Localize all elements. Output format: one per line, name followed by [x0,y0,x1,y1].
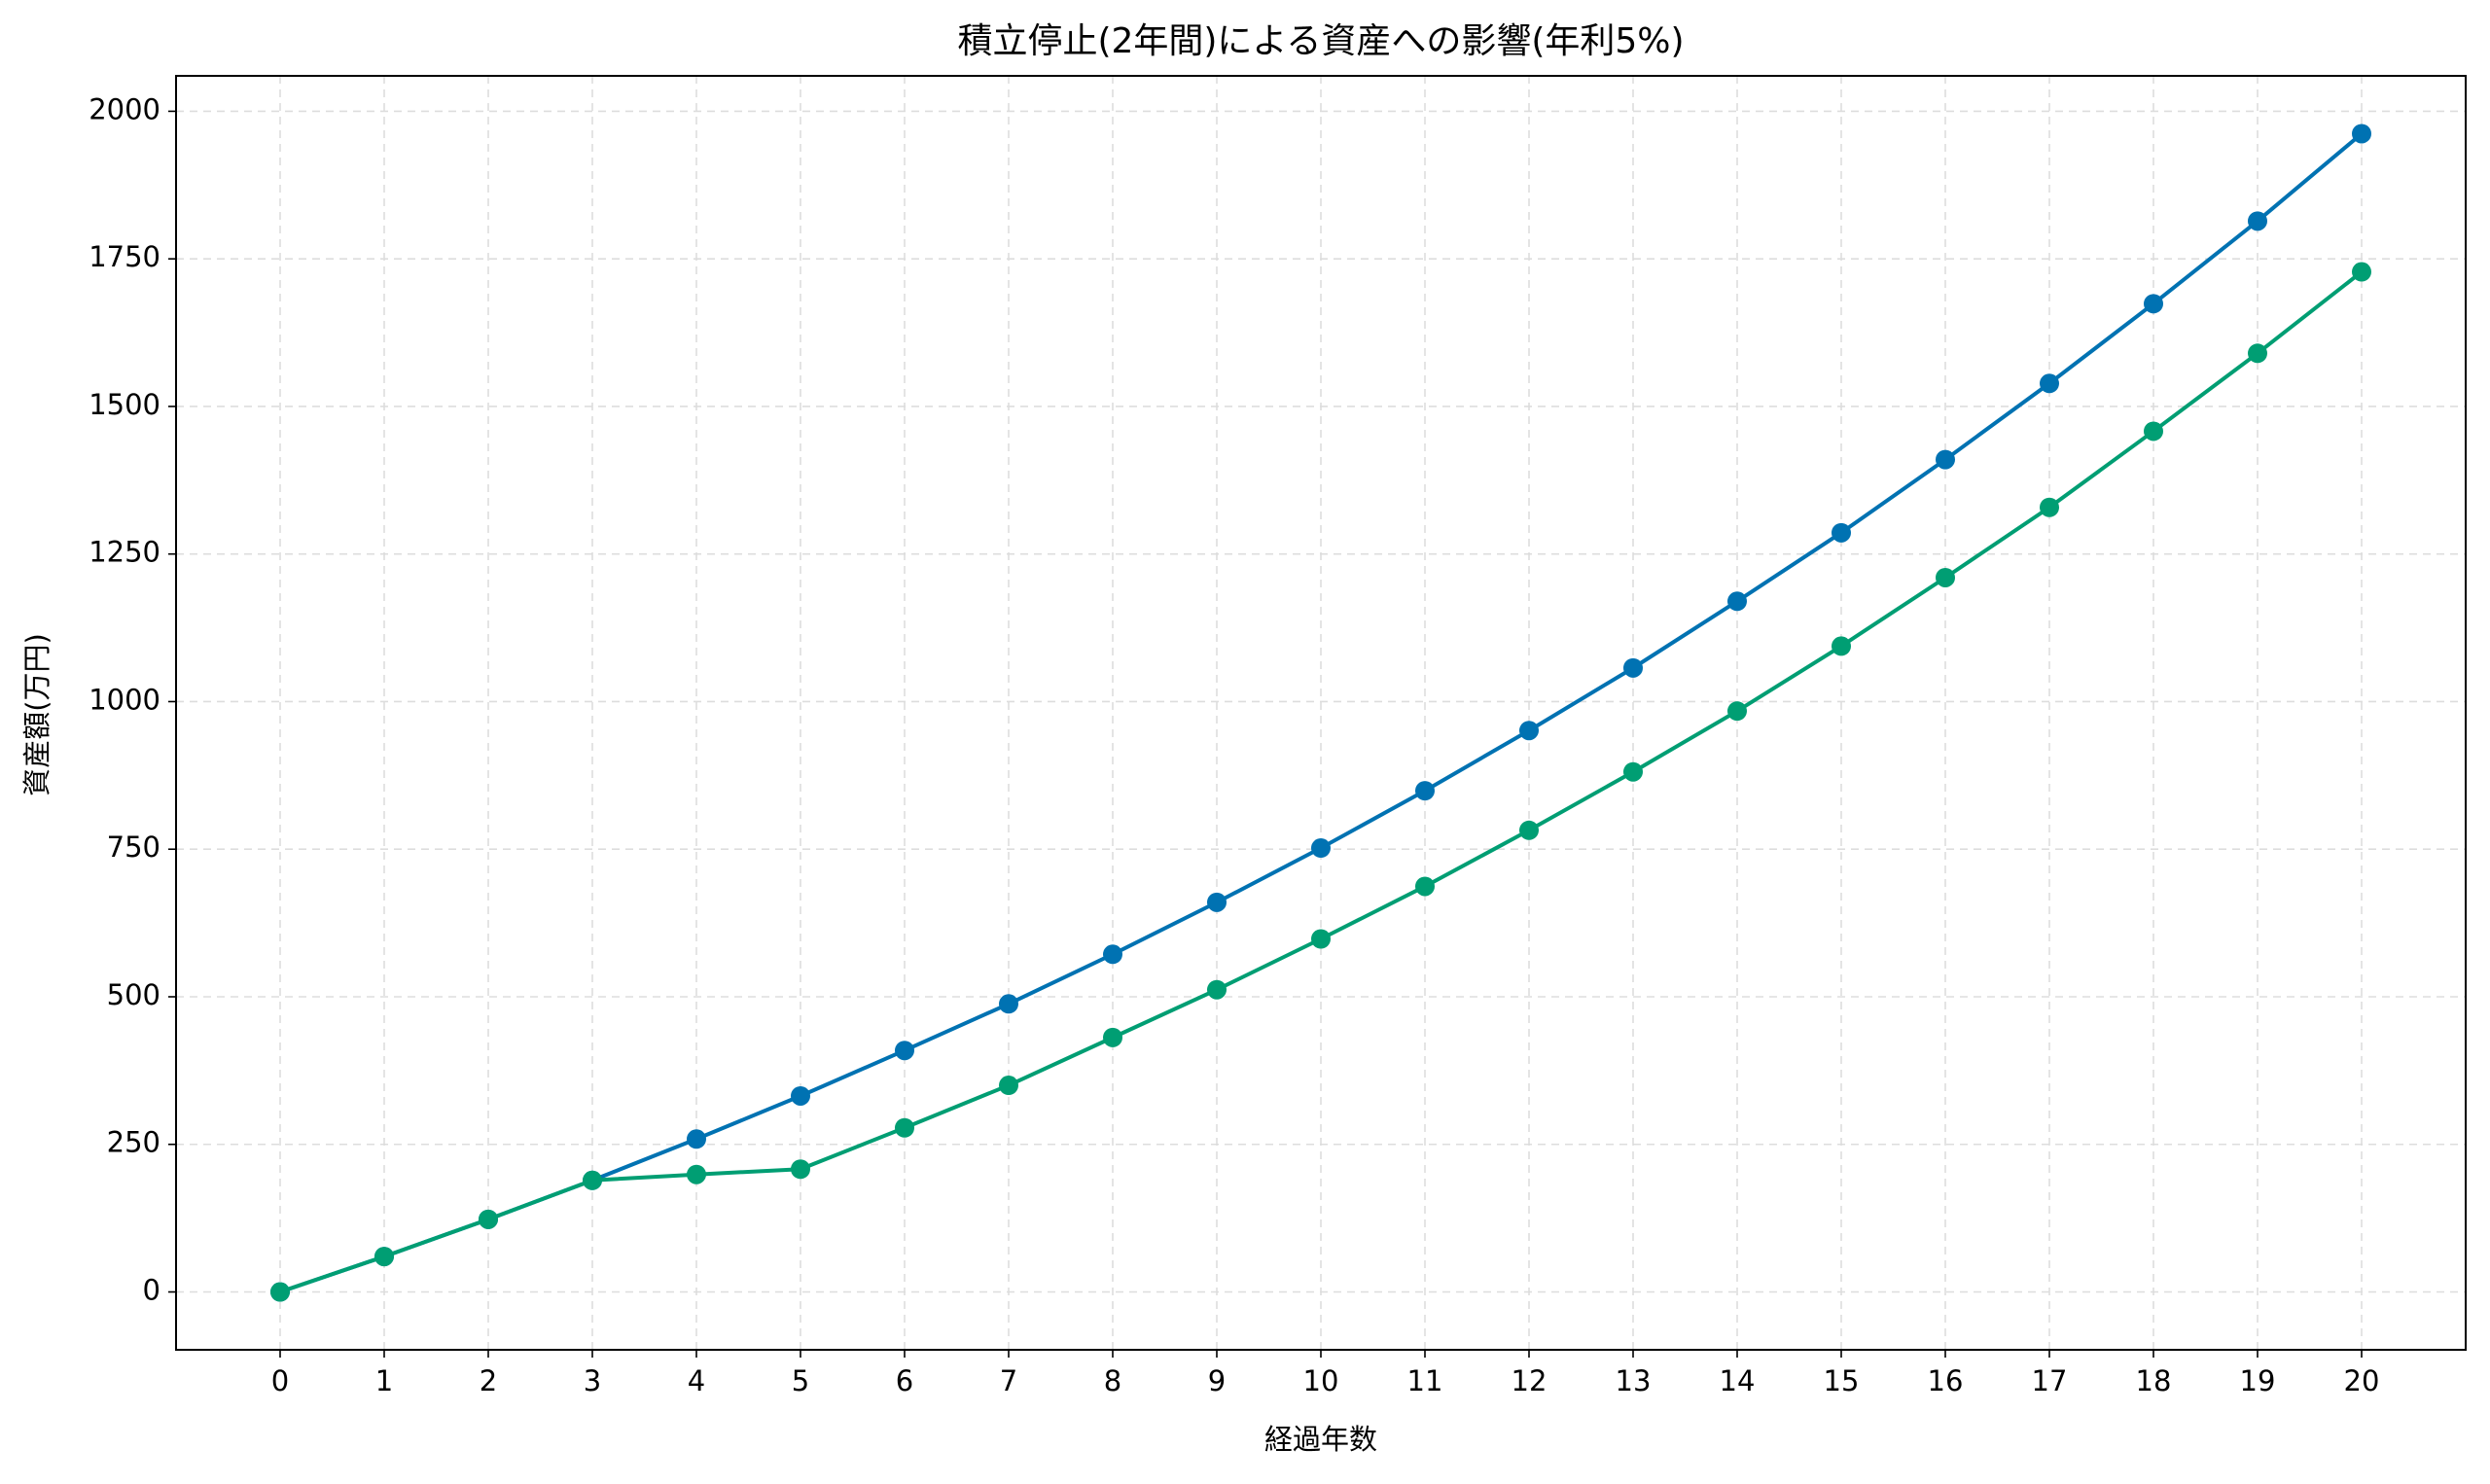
x-tick-label: 2 [480,1364,497,1397]
data-point [895,1117,914,1138]
x-tick-label: 19 [2240,1364,2276,1397]
data-point [1623,657,1643,678]
data-point [374,1247,394,1267]
x-tick-label: 3 [584,1364,601,1397]
data-point [1727,701,1747,722]
data-point [895,1041,914,1061]
y-tick-label: 750 [107,830,160,864]
x-tick-label: 11 [1407,1364,1443,1397]
x-tick-label: 12 [1512,1364,1547,1397]
data-point [1415,781,1435,801]
data-point [1103,944,1122,965]
x-tick-label: 18 [2136,1364,2172,1397]
data-point [1936,449,1955,470]
x-tick-label: 0 [271,1364,289,1397]
x-tick-label: 7 [1000,1364,1017,1397]
y-tick-label: 2000 [89,92,160,125]
data-point [1207,892,1227,912]
x-tick-label: 16 [1928,1364,1964,1397]
data-point [1832,522,1851,543]
data-point [791,1085,810,1106]
y-tick-label: 1250 [89,536,160,569]
x-tick-label: 14 [1720,1364,1756,1397]
x-axis-label: 経過年数 [1264,1423,1377,1456]
data-point [1519,820,1539,840]
data-point [1415,876,1435,897]
x-tick-label: 8 [1104,1364,1121,1397]
data-point [687,1129,706,1149]
data-point [1311,838,1331,859]
data-point [2144,421,2163,442]
x-tick-label: 1 [375,1364,393,1397]
data-point [583,1170,602,1190]
plot-frame [175,75,2467,1351]
x-tick-label: 20 [2344,1364,2380,1397]
y-tick-label: 500 [107,978,160,1011]
data-point [2248,343,2267,364]
data-point [270,1282,290,1302]
data-point [1207,979,1227,1000]
x-tick-label: 10 [1303,1364,1339,1397]
y-tick-label: 1750 [89,240,160,273]
x-tick-label: 17 [2032,1364,2068,1397]
data-point [479,1209,498,1229]
data-point [1727,591,1747,612]
data-point [1103,1027,1122,1047]
data-point [999,994,1018,1014]
data-point [2144,294,2163,314]
data-point [999,1076,1018,1096]
data-point [2040,497,2059,517]
x-tick-label: 6 [896,1364,913,1397]
y-axis-label: 資産額(万円) [20,633,53,796]
data-point [2352,262,2371,282]
y-tick-label: 250 [107,1126,160,1159]
y-tick-label: 1000 [89,683,160,716]
data-point [1936,567,1955,587]
x-tick-label: 4 [688,1364,705,1397]
data-point [791,1159,810,1180]
data-point [687,1164,706,1184]
y-tick-label: 1500 [89,388,160,421]
data-point [2352,124,2371,144]
x-tick-label: 13 [1616,1364,1652,1397]
data-point [1311,929,1331,949]
x-tick-label: 5 [792,1364,809,1397]
data-point [2040,373,2059,394]
x-tick-label: 15 [1824,1364,1860,1397]
data-point [1623,761,1643,782]
data-point [1519,721,1539,741]
x-tick-label: 9 [1208,1364,1226,1397]
data-point [2248,211,2267,231]
chart-title: 積立停止(2年間)による資産への影響(年利5%) [957,21,1684,61]
data-point [1832,636,1851,656]
y-tick-label: 0 [143,1274,160,1307]
